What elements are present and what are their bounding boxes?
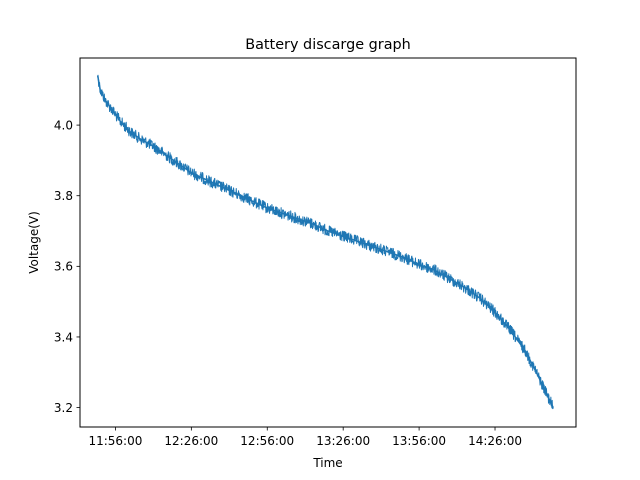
x-tick-label: 14:26:00 (468, 434, 522, 448)
y-tick-label: 4.0 (54, 118, 73, 132)
y-tick-label: 3.4 (54, 330, 73, 344)
x-tick-label: 13:26:00 (316, 434, 370, 448)
x-axis-label: Time (312, 456, 342, 470)
chart-title: Battery discarge graph (245, 37, 411, 53)
x-tick-label: 11:56:00 (88, 434, 142, 448)
x-tick-label: 13:56:00 (392, 434, 446, 448)
y-axis-ticks: 3.2 3.4 3.6 3.8 4.0 (54, 118, 80, 415)
y-tick-label: 3.2 (54, 401, 73, 415)
y-axis-label: Voltage(V) (27, 211, 41, 274)
plot-area (80, 58, 576, 427)
y-tick-label: 3.8 (54, 189, 73, 203)
x-tick-label: 12:56:00 (240, 434, 294, 448)
series-noise-trace (97, 74, 554, 410)
series-layer (96, 74, 554, 410)
x-tick-label: 12:26:00 (164, 434, 218, 448)
x-axis-ticks: 11:56:00 12:26:00 12:56:00 13:26:00 13:56:00… (88, 427, 522, 448)
y-tick-label: 3.6 (54, 260, 73, 274)
plot-frame (79, 57, 577, 428)
